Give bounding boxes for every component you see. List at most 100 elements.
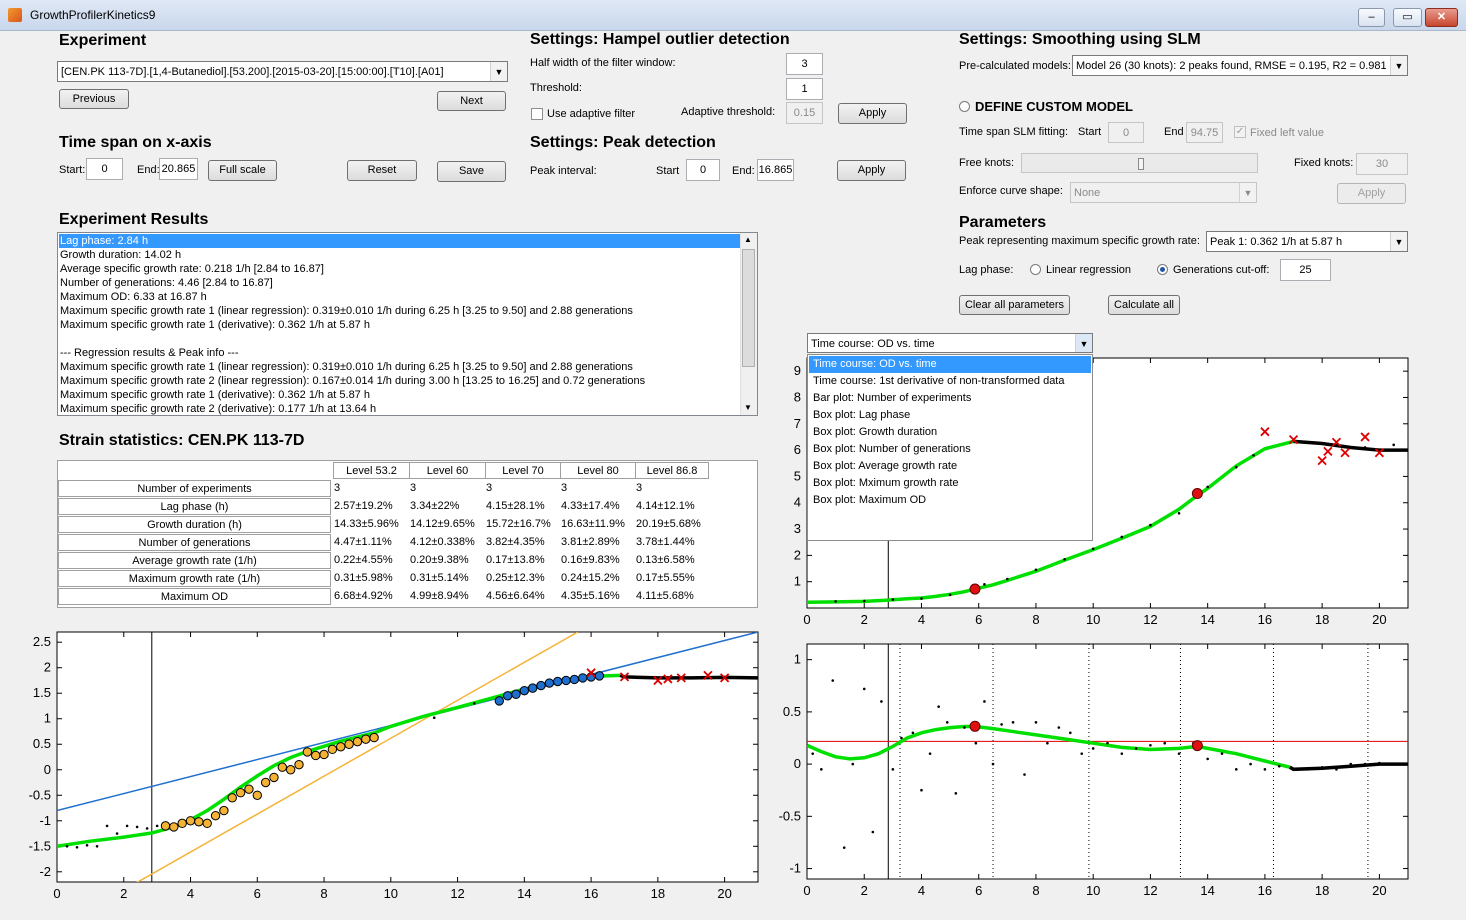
generations-cutoff-radio[interactable] — [1157, 264, 1168, 275]
enforce-shape-select[interactable]: None ▼ — [1070, 182, 1257, 203]
timespan-end-input[interactable]: 20.865 — [159, 158, 198, 180]
results-line[interactable]: Maximum specific growth rate 2 (derivati… — [60, 403, 377, 415]
results-line[interactable]: Average specific growth rate: 0.218 1/h … — [60, 263, 324, 275]
x-tick-label: 20 — [717, 886, 731, 901]
slm-end-input[interactable]: 94.75 — [1186, 122, 1223, 143]
models-select[interactable]: Model 26 (30 knots): 2 peaks found, RMSE… — [1072, 55, 1408, 76]
scroll-up-icon[interactable]: ▲ — [744, 235, 752, 244]
free-knots-slider-thumb[interactable] — [1138, 158, 1144, 170]
results-listbox[interactable]: Lag phase: 2.84 h Growth duration: 14.02… — [57, 232, 758, 416]
results-scroll-thumb[interactable] — [742, 249, 755, 367]
plot-type-option[interactable]: Box plot: Lag phase — [813, 409, 911, 421]
scroll-down-icon[interactable]: ▼ — [744, 403, 752, 412]
data-point — [920, 597, 923, 600]
results-line[interactable]: Maximum specific growth rate 1 (linear r… — [60, 305, 633, 317]
regression-2-point — [569, 674, 580, 685]
fixed-knots-input[interactable]: 30 — [1356, 153, 1408, 175]
free-knots-slider[interactable] — [1021, 153, 1258, 173]
plot-type-dropdown-list: Time course: OD vs. time Time course: 1s… — [807, 354, 1093, 541]
clear-parameters-button[interactable]: Clear all parameters — [959, 295, 1070, 315]
table-cell: 15.72±16.7% — [486, 518, 551, 530]
fit-line-tail — [1293, 439, 1408, 452]
data-point — [1206, 485, 1209, 489]
adaptive-threshold-input[interactable]: 0.15 — [786, 102, 823, 124]
regression-2-point — [519, 685, 530, 696]
plot-type-option[interactable]: Box plot: Growth duration — [813, 426, 938, 438]
data-point — [1091, 747, 1095, 750]
plot-type-option[interactable]: Box plot: Mximum growth rate — [813, 477, 959, 489]
plot-type-option[interactable]: Box plot: Average growth rate — [813, 460, 958, 472]
peak-marker — [969, 720, 981, 732]
lag-phase-label: Lag phase: — [959, 264, 1014, 276]
plot-type-option[interactable]: Time course: 1st derivative of non-trans… — [813, 375, 1065, 387]
results-line[interactable]: Maximum specific growth rate 1 (derivati… — [60, 389, 370, 401]
plot-type-option[interactable]: Box plot: Maximum OD — [813, 494, 927, 506]
plot-type-select[interactable]: Time course: OD vs. time ▼ — [807, 333, 1093, 353]
table-cell: 4.47±1.11% — [334, 536, 392, 548]
outlier-marker — [676, 673, 686, 683]
derivative-chart[interactable]: 0 2 4 6 8 10 12 14 16 18 20 -1 -0.5 0 0.5 1 — [770, 635, 1466, 920]
save-button[interactable]: Save — [437, 161, 506, 182]
results-line[interactable]: Maximum OD: 6.33 at 16.87 h — [60, 291, 207, 303]
reset-button[interactable]: Reset — [347, 160, 417, 181]
plot-type-option[interactable]: Box plot: Number of generations — [813, 443, 971, 455]
parameters-heading: Parameters — [959, 214, 1047, 231]
outlier-marker — [1331, 437, 1342, 447]
next-button[interactable]: Next — [437, 91, 506, 111]
results-line[interactable]: Maximum specific growth rate 2 (linear r… — [60, 375, 646, 387]
results-line[interactable] — [59, 332, 742, 346]
plot-type-option[interactable]: Bar plot: Number of experiments — [813, 392, 972, 404]
peak-end-input[interactable]: 16.865 — [757, 159, 794, 181]
outlier-marker — [653, 675, 663, 686]
table-cell: 0.22±4.55% — [334, 554, 393, 566]
minimize-button[interactable]: – — [1358, 8, 1385, 27]
calculate-all-button[interactable]: Calculate all — [1108, 295, 1180, 315]
regression-1-point — [194, 817, 204, 827]
results-line[interactable]: Number of generations: 4.46 [2.84 to 16.… — [60, 277, 273, 289]
full-scale-button[interactable]: Full scale — [208, 160, 277, 181]
results-line[interactable]: Maximum specific growth rate 1 (derivati… — [60, 319, 370, 331]
row-header: Maximum growth rate (1/h) — [58, 570, 331, 587]
results-line[interactable]: --- Regression results & Peak info --- — [60, 347, 239, 359]
halfwidth-input[interactable]: 3 — [786, 53, 823, 75]
experiment-select[interactable]: [CEN.PK 113-7D].[1,4-Butanediol].[53.200… — [57, 61, 508, 82]
peak-marker — [969, 583, 981, 595]
data-point — [1392, 443, 1395, 447]
previous-button[interactable]: Previous — [59, 89, 129, 109]
results-line[interactable]: Maximum specific growth rate 1 (linear r… — [60, 361, 633, 373]
linear-regression-radio[interactable] — [1030, 264, 1041, 275]
regression-1-point — [277, 762, 288, 772]
peak-apply-button[interactable]: Apply — [837, 160, 906, 181]
timespan-start-input[interactable]: 0 — [86, 158, 123, 180]
log-od-chart[interactable]: 0 2 4 6 8 10 12 14 16 18 20 -2 -1.5 -1 -0.5 0 0.5 1 1.5 2 2.… — [0, 620, 770, 920]
data-point — [831, 679, 835, 682]
peak-start-input[interactable]: 0 — [686, 159, 720, 181]
results-line[interactable]: Growth duration: 14.02 h — [60, 249, 182, 261]
fixed-left-checkbox[interactable]: ✓ — [1234, 126, 1246, 138]
data-point — [948, 593, 952, 597]
plot-type-select-value: Time course: OD vs. time — [811, 338, 935, 350]
data-point — [1120, 752, 1124, 755]
hampel-apply-button[interactable]: Apply — [838, 103, 907, 124]
data-point — [1120, 535, 1124, 539]
row-header: Average growth rate (1/h) — [58, 552, 331, 569]
outlier-marker — [663, 674, 673, 684]
slm-apply-button[interactable]: Apply — [1337, 183, 1406, 204]
threshold-input[interactable]: 1 — [786, 78, 823, 100]
y-tick-label: 1 — [794, 574, 801, 589]
outlier-marker — [1288, 434, 1299, 445]
results-scrollbar[interactable]: ▲ ▼ — [740, 233, 757, 415]
plot-type-option[interactable]: Time course: OD vs. time — [809, 356, 1091, 373]
peak-select[interactable]: Peak 1: 0.362 1/h at 5.87 h ▼ — [1206, 231, 1408, 252]
adaptive-filter-checkbox[interactable] — [531, 108, 543, 120]
maximize-button[interactable]: ▭ — [1393, 8, 1422, 27]
generations-cutoff-input[interactable]: 25 — [1280, 259, 1331, 281]
y-tick-label: 0 — [44, 762, 51, 777]
close-button[interactable]: ✕ — [1425, 8, 1458, 27]
results-line[interactable]: Lag phase: 2.84 h — [59, 234, 742, 248]
table-cell: 6.68±4.92% — [334, 590, 393, 602]
custom-model-radio[interactable] — [959, 101, 970, 112]
outlier-marker — [1317, 455, 1327, 466]
table-cell: 3 — [486, 482, 493, 494]
slm-start-input[interactable]: 0 — [1108, 122, 1144, 143]
